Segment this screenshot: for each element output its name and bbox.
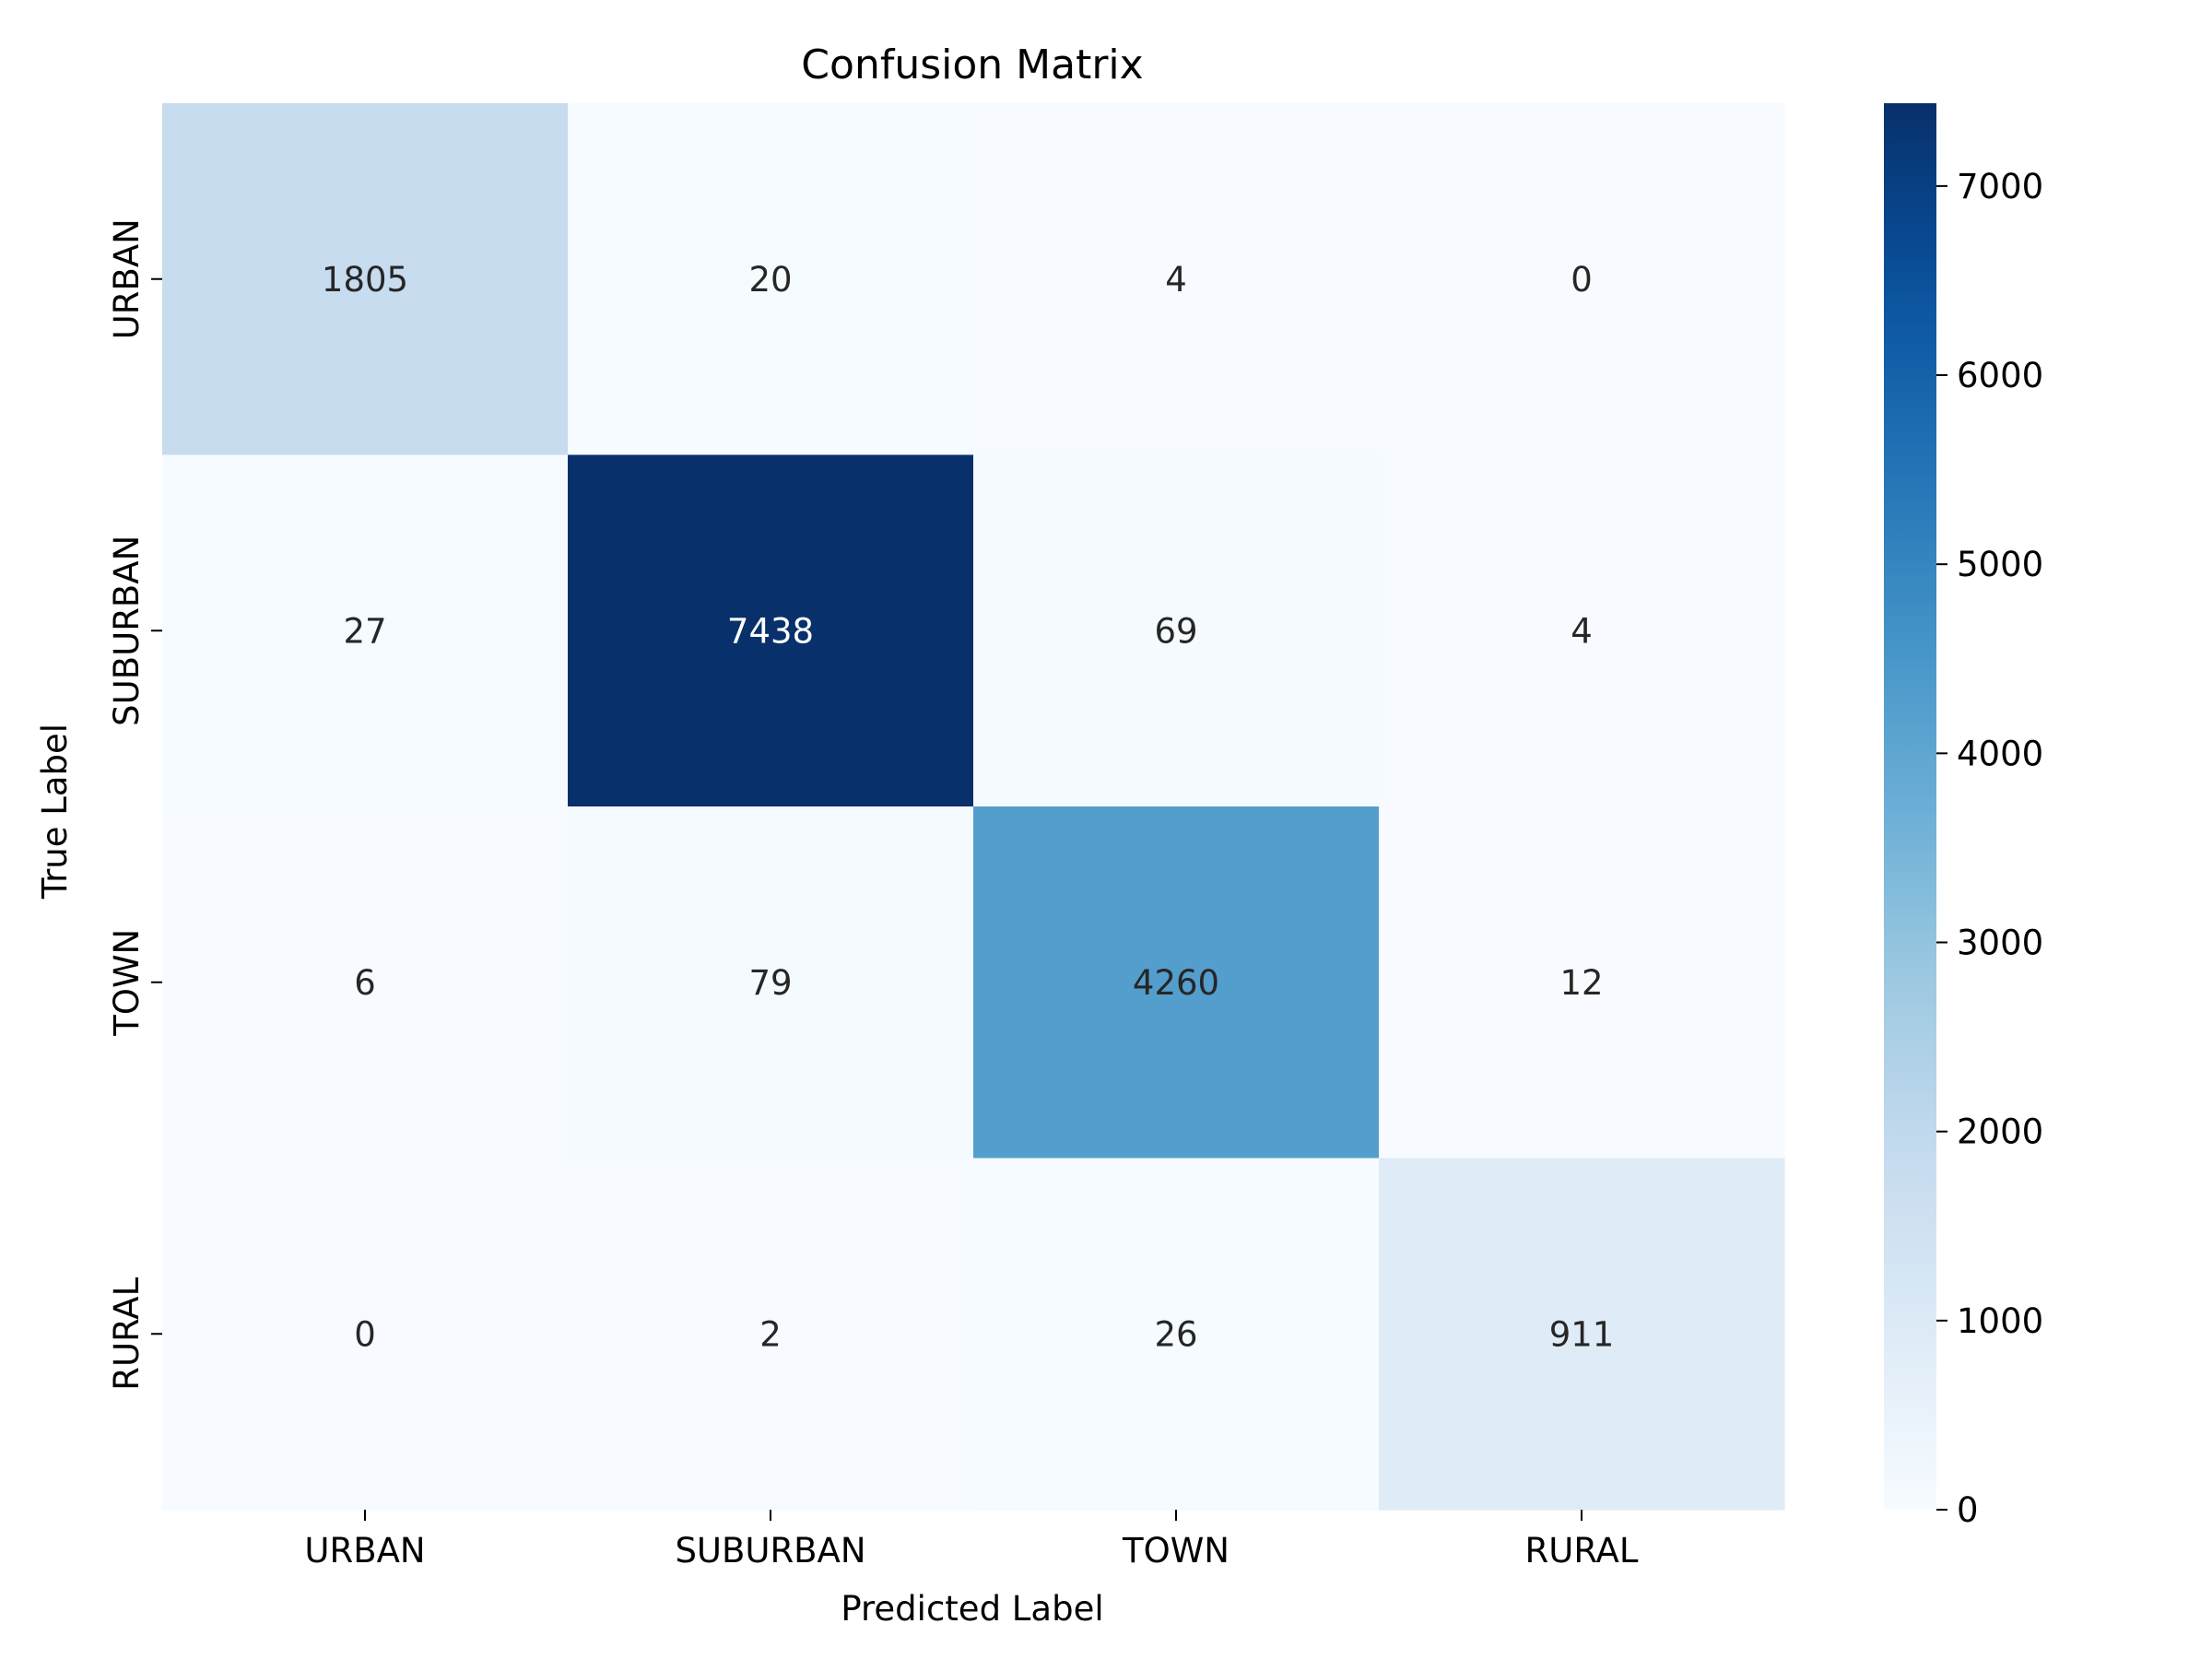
heatmap-cell [162, 103, 569, 456]
heatmap-cell [568, 103, 974, 456]
heatmap-cell-labels: 1805 20 4 0 27 7438 69 4 6 79 4260 12 0 2 26 911 [322, 260, 1614, 1355]
heatmap-cell [162, 806, 569, 1159]
x-tick-label: SUBURBAN [675, 1531, 865, 1571]
colorbar-tick-label: 2000 [1957, 1112, 2043, 1152]
heatmap-cell [1379, 103, 1785, 456]
cell-value-label: 2 [759, 1314, 782, 1354]
x-tick-label: URBAN [304, 1531, 425, 1571]
cell-value-label: 27 [343, 611, 386, 651]
cell-value-label: 20 [748, 260, 792, 300]
cell-value-label: 6 [354, 963, 376, 1003]
x-tick-label: RURAL [1525, 1531, 1639, 1571]
cell-value-label: 0 [354, 1314, 376, 1354]
x-tick-label: TOWN [1122, 1531, 1230, 1571]
heatmap-cell [973, 103, 1380, 456]
heatmap-cell [1379, 1158, 1785, 1511]
colorbar [1884, 103, 1936, 1510]
heatmap-cell [1379, 454, 1785, 807]
cell-value-label: 79 [748, 963, 792, 1003]
y-tick-label: TOWN [107, 929, 147, 1037]
heatmap-cell [162, 454, 569, 807]
x-axis: URBAN SUBURBAN TOWN RURAL [304, 1510, 1639, 1571]
cell-value-label: 1805 [322, 260, 408, 300]
colorbar-tick-label: 4000 [1957, 734, 2043, 773]
colorbar-tick-label: 3000 [1957, 924, 2043, 963]
heatmap-cell [973, 806, 1380, 1159]
y-axis-label: True Label [35, 724, 75, 900]
heatmap-cell [1379, 806, 1785, 1159]
cell-value-label: 4 [1571, 611, 1593, 651]
colorbar-tick-label: 6000 [1957, 356, 2043, 395]
heatmap-cell [973, 1158, 1380, 1511]
cell-value-label: 69 [1154, 611, 1197, 651]
y-tick-label: RURAL [107, 1277, 147, 1390]
y-axis: URBAN SUBURBAN TOWN RURAL [107, 218, 162, 1391]
chart-title: Confusion Matrix [801, 41, 1143, 88]
colorbar-tick-label: 1000 [1957, 1301, 2043, 1341]
colorbar-tick-label: 7000 [1957, 167, 2043, 206]
x-axis-label: Predicted Label [841, 1589, 1103, 1629]
cell-value-label: 12 [1559, 963, 1603, 1003]
colorbar-tick-label: 5000 [1957, 545, 2043, 584]
colorbar-tick-label: 0 [1957, 1490, 1979, 1530]
cell-value-label: 26 [1154, 1314, 1197, 1354]
cell-value-label: 0 [1571, 260, 1593, 300]
heatmap-cell [568, 454, 974, 807]
heatmap-cell [973, 454, 1380, 807]
cell-value-label: 7438 [727, 611, 814, 651]
y-tick-label: SUBURBAN [107, 535, 147, 726]
cell-value-label: 911 [1549, 1314, 1615, 1354]
heatmap-cells [162, 103, 1785, 1511]
cell-value-label: 4 [1165, 260, 1187, 300]
heatmap-cell [568, 806, 974, 1159]
colorbar-ticks: 0 1000 2000 3000 4000 5000 6000 7000 [1936, 167, 2043, 1530]
heatmap-cell [162, 1158, 569, 1511]
heatmap-cell [568, 1158, 974, 1511]
y-tick-label: URBAN [107, 218, 147, 339]
cell-value-label: 4260 [1133, 963, 1219, 1003]
